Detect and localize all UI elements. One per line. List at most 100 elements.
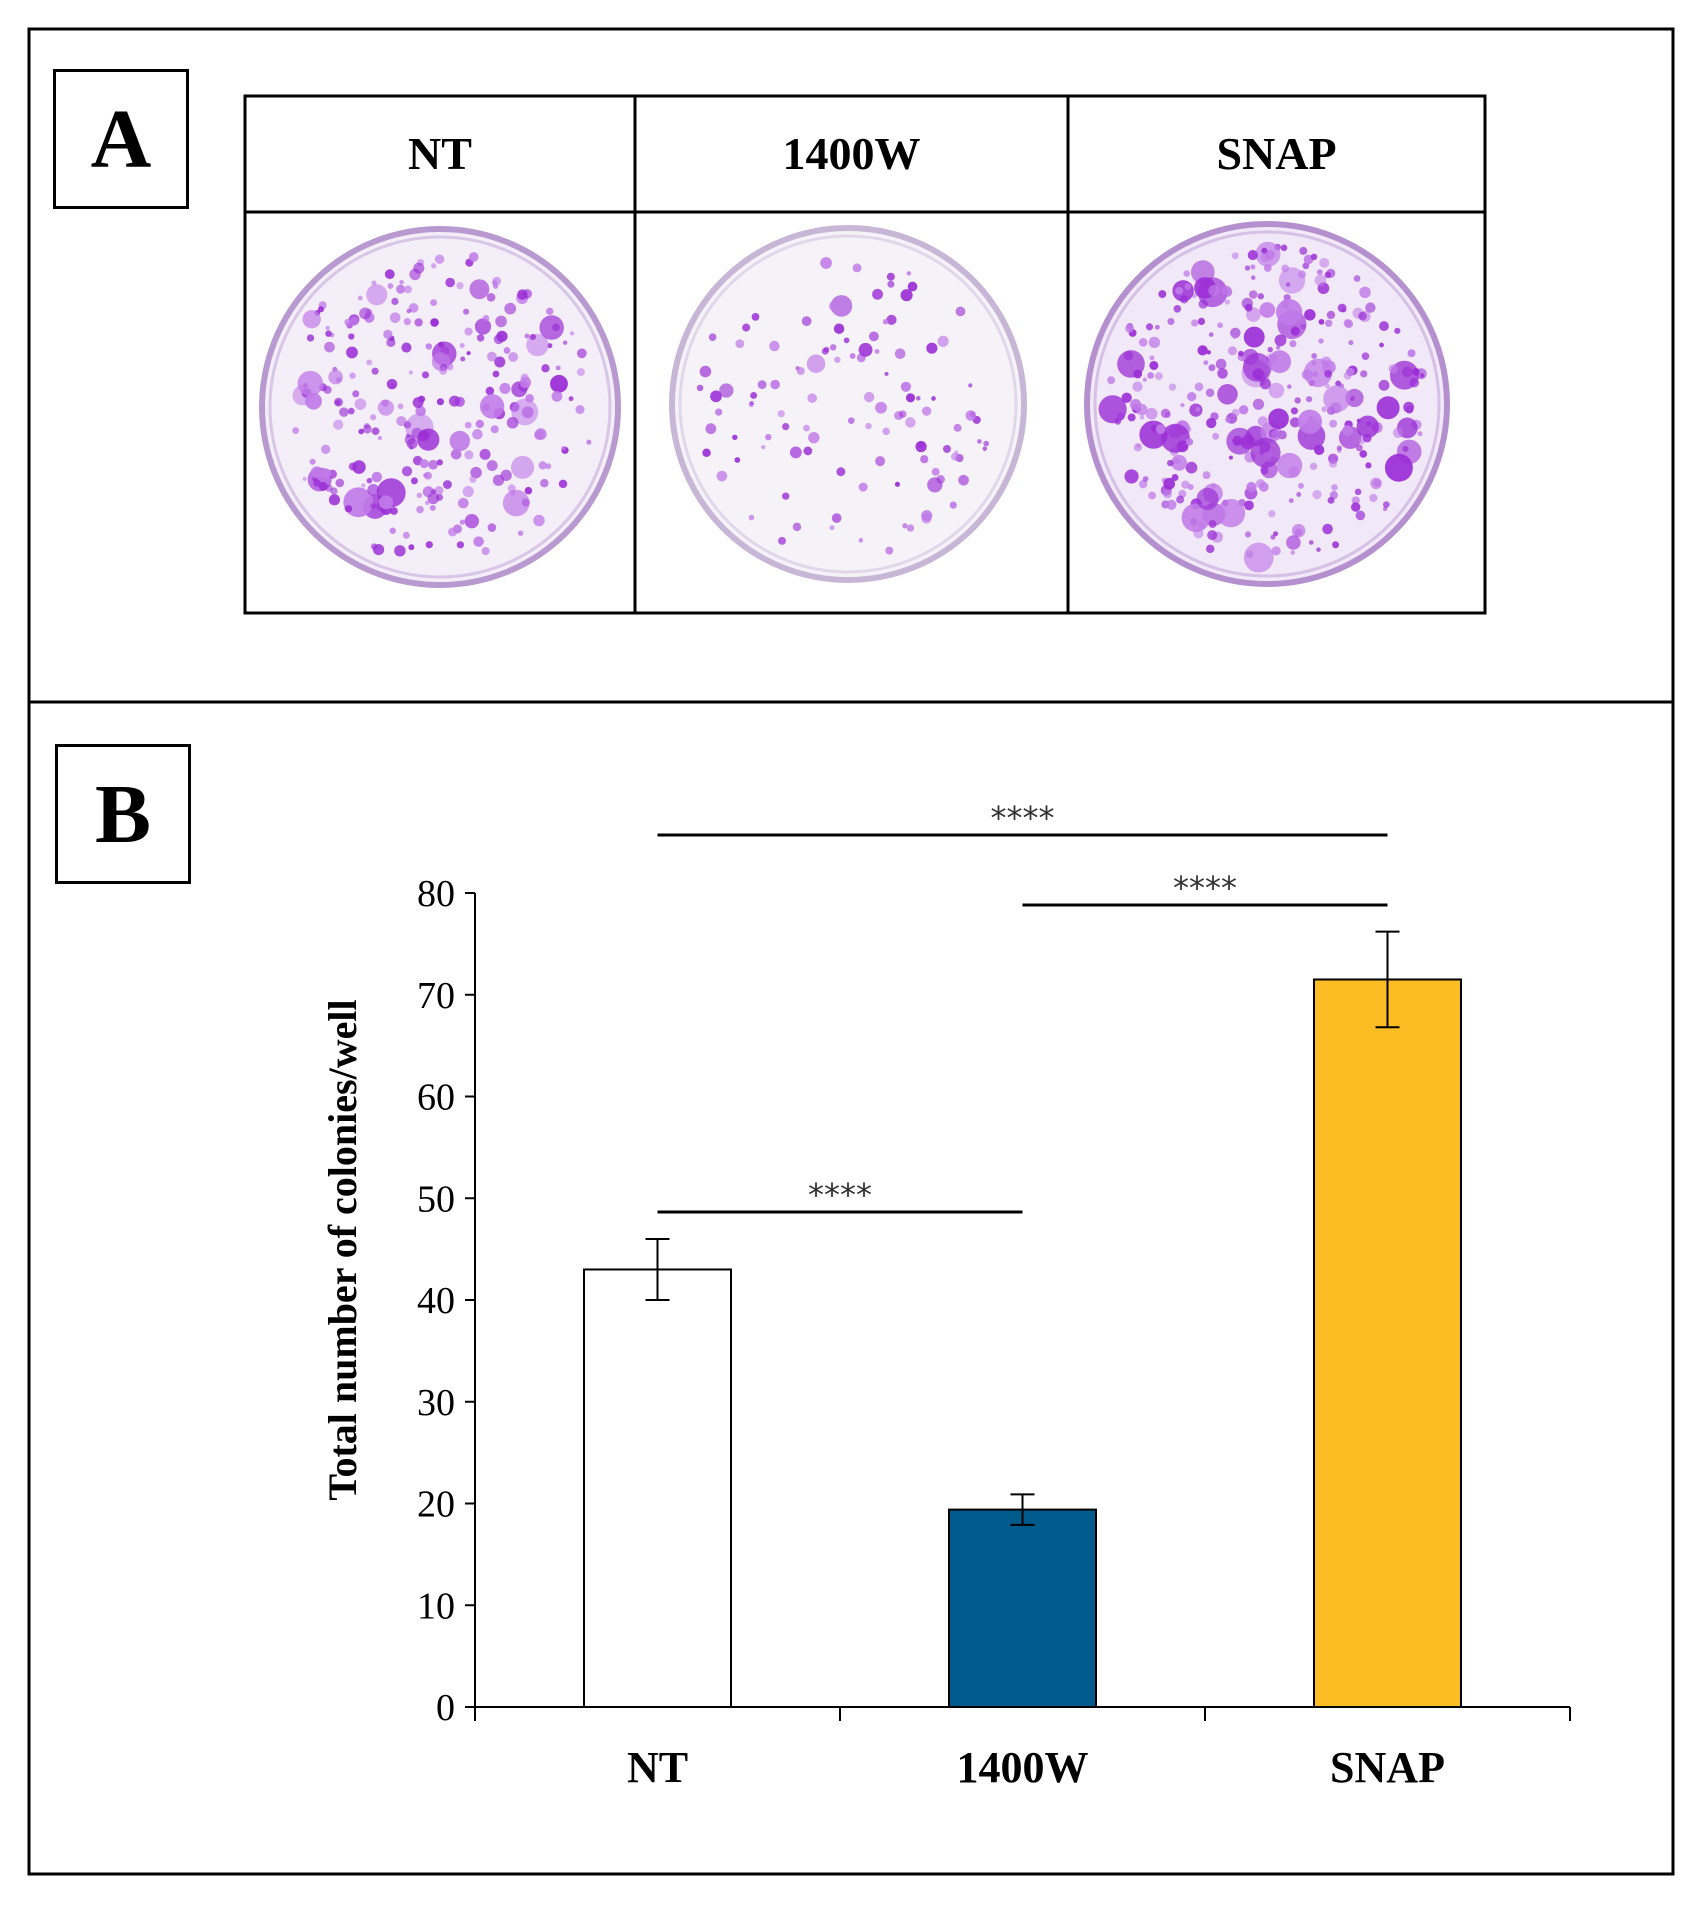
colony-dot (1202, 471, 1211, 480)
colony-dot (1289, 340, 1297, 348)
colony-dot (1123, 350, 1134, 361)
colony-dot (408, 370, 413, 375)
colony-dot (367, 483, 380, 496)
colony-dot (886, 272, 895, 281)
colony-dot (1369, 493, 1378, 503)
colony-dot (389, 312, 401, 323)
colony-dot (1197, 345, 1208, 356)
colony-dot (1187, 391, 1197, 402)
colony-dot (900, 289, 913, 302)
colony-dot (517, 530, 524, 536)
colony-dot (384, 269, 395, 280)
colony-dot (510, 455, 535, 479)
colony-dot (696, 384, 704, 392)
colony-dot (1259, 302, 1276, 318)
colony-dot (1324, 369, 1332, 378)
colony-dot (359, 307, 372, 320)
colony-dot (1294, 397, 1301, 404)
colony-dot (937, 335, 949, 347)
colony-dot (1162, 489, 1172, 499)
colony-dot (339, 407, 349, 417)
colony-dot (1301, 369, 1313, 380)
colony-dot (475, 419, 484, 429)
colony-dot (1231, 252, 1239, 260)
colony-dot (504, 302, 517, 315)
colony-dot (427, 492, 440, 505)
colony-dot (1348, 340, 1354, 346)
colony-dot (1290, 326, 1300, 336)
colony-dot (807, 393, 818, 403)
colony-dot (875, 401, 887, 414)
colony-dot (1299, 246, 1308, 255)
colony-dot (479, 448, 491, 460)
colony-dot (915, 440, 927, 453)
colony-dot (423, 472, 429, 479)
colony-dot (1207, 530, 1218, 541)
colony-dot (1311, 360, 1317, 366)
colony-dot (769, 340, 780, 352)
colony-dot (1350, 396, 1355, 402)
colony-dot (1124, 469, 1139, 484)
colony-dot (906, 271, 912, 276)
colony-dot (1176, 495, 1185, 504)
colony-dot (348, 333, 355, 340)
colony-dot (936, 475, 945, 484)
colony-dot (414, 318, 423, 327)
colony-dot (1320, 356, 1332, 367)
colony-dot (404, 434, 416, 446)
colony-dot (900, 381, 911, 392)
colony-dot (421, 371, 430, 379)
colony-dot (954, 450, 959, 455)
colony-dot (906, 524, 915, 532)
colony-dot (1341, 307, 1347, 313)
dish-snap-image (1084, 221, 1450, 587)
colony-dot (1335, 380, 1342, 387)
colony-dot (1392, 427, 1404, 438)
colony-dot (1230, 327, 1241, 339)
colony-dot (399, 280, 404, 285)
colony-dot (377, 435, 383, 441)
colony-dot (321, 444, 331, 454)
colony-dot (297, 370, 324, 397)
colony-dot (576, 348, 587, 359)
colony-dot (1145, 323, 1154, 331)
colony-dot (868, 331, 879, 342)
colony-dot (887, 280, 895, 288)
colony-dot (377, 399, 394, 416)
colony-dot (1155, 372, 1163, 380)
colony-dot (534, 430, 544, 440)
colony-dot (1139, 420, 1168, 449)
colony-dot (1310, 253, 1318, 261)
colony-dot (436, 459, 443, 466)
colony-dot (1354, 488, 1362, 496)
colony-dot (1136, 443, 1141, 448)
colony-dot (418, 430, 430, 442)
colony-dot (371, 427, 380, 436)
colony-dot (292, 427, 299, 434)
colony-dot (344, 318, 352, 326)
colony-dot (942, 445, 951, 453)
colony-dot (931, 467, 940, 476)
colony-dot (1257, 293, 1265, 300)
colony-dot (1321, 406, 1327, 412)
colony-dot (1107, 376, 1116, 385)
colony-dot (576, 368, 585, 377)
colony-dot (858, 342, 873, 357)
colony-dot (346, 346, 358, 359)
colony-dot (434, 486, 444, 495)
significance-bracket: **** (1022, 869, 1388, 907)
colony-dot (1212, 432, 1220, 440)
colony-dot (1158, 290, 1167, 299)
bar-chart: 0 10 20 30 40 50 60 70 80 NT 1400W SNAP **** **** **… (320, 799, 1571, 1792)
colony-dot (823, 346, 830, 353)
colony-dot (920, 455, 929, 464)
colony-dot (550, 374, 568, 393)
colony-dot (519, 376, 532, 389)
colony-dot (1228, 455, 1233, 460)
colony-dot (454, 396, 465, 407)
colony-dot (502, 489, 530, 517)
colony-dot (1160, 423, 1190, 453)
colony-dot (843, 337, 850, 344)
colony-dot (366, 477, 373, 484)
colony-dot (803, 424, 810, 432)
